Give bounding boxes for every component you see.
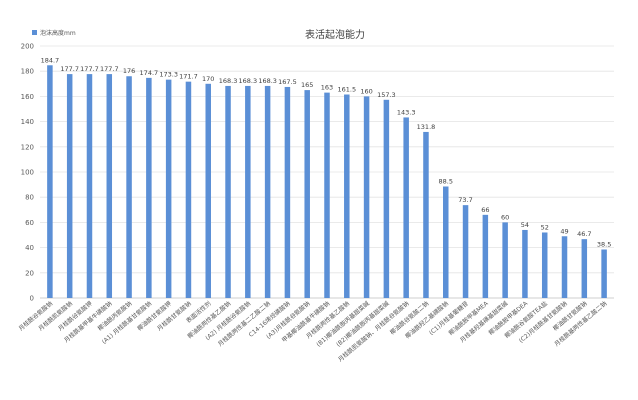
category-label: 月桂酰甘氨酸钠 [155,299,192,332]
bar [284,86,291,298]
bar [522,229,528,298]
category-label: 月桂酰肌氨酸钠 [37,299,74,332]
y-axis-ticks: 0 20 40 60 80 100 120 140 160 180 200 [21,43,34,303]
data-label: 173.3 [159,71,178,79]
bar [403,117,409,298]
bar [66,74,73,299]
y-tick-label: 140 [21,118,34,126]
bar [383,99,390,298]
bar [86,74,93,299]
data-label: 163 [321,84,333,92]
data-label: 46.7 [577,230,591,238]
data-label: 170 [202,75,214,83]
category-label: 月桂酰谷氨酸钠 [17,299,54,332]
bar [106,74,113,299]
y-tick-label: 0 [30,295,34,303]
data-label: 171.7 [179,73,198,81]
category-labels: 月桂酰谷氨酸钠月桂酰肌氨酸钠月桂酰谷氨酸钾月桂酰基甲基牛磺酸钠椰油酰丙氨酸钠(A… [17,299,609,364]
data-label: 143.3 [397,108,416,116]
data-label: 66 [481,206,489,214]
y-tick-label: 180 [21,68,34,76]
bar [482,214,489,298]
data-label: 167.5 [278,78,297,86]
data-label: 131.8 [417,123,436,131]
bar [185,81,192,299]
bar [324,92,330,299]
data-label: 174.7 [140,69,159,77]
y-tick-label: 100 [21,169,34,177]
data-label: 49 [560,227,568,235]
data-label: 54 [521,221,529,229]
data-label: 88.5 [439,177,453,185]
data-label: 38.5 [597,240,611,248]
bar [423,131,429,298]
data-label: 168.3 [258,77,277,85]
bar [363,96,370,299]
data-label: 52 [541,223,549,231]
data-label: 165 [301,81,313,89]
y-tick-label: 80 [25,194,34,202]
data-label: 177.7 [80,65,99,73]
bar [304,90,310,298]
bar [205,83,211,298]
chart-title: 表活起泡能力 [305,28,365,41]
legend-label: 泡沫高度mm [40,29,76,37]
legend: 泡沫高度mm [32,29,76,37]
data-label: 161.5 [337,86,356,94]
data-label: 184.7 [41,56,60,64]
bar [225,85,231,298]
y-tick-label: 60 [25,219,34,227]
bar [541,232,548,298]
y-tick-label: 160 [21,93,34,101]
bar [264,85,271,298]
y-tick-label: 20 [25,269,34,277]
data-label: 168.3 [219,77,238,85]
bar [462,205,469,298]
data-label: 168.3 [239,77,258,85]
data-label: 176 [123,67,135,75]
y-tick-label: 120 [21,143,34,151]
data-label: 73.7 [458,196,472,204]
data-label: 177.7 [100,65,119,73]
bar [561,236,568,298]
category-label: 椰油酰甘氨酸钾 [136,299,173,332]
bar [581,239,588,298]
y-tick-label: 40 [25,244,34,252]
bar [443,186,449,298]
bar [47,65,53,298]
data-label: 157.3 [377,91,396,99]
data-label: 177.7 [60,65,79,73]
bar [126,76,132,299]
data-label: 60 [501,213,509,221]
bar [344,94,350,298]
y-tick-label: 200 [21,43,34,51]
bar [601,249,607,298]
bar [146,77,152,299]
bars [47,65,607,299]
legend-swatch [32,30,37,35]
bar [245,85,251,298]
data-label: 160 [360,87,372,95]
bar [502,222,508,298]
bar [165,79,172,298]
